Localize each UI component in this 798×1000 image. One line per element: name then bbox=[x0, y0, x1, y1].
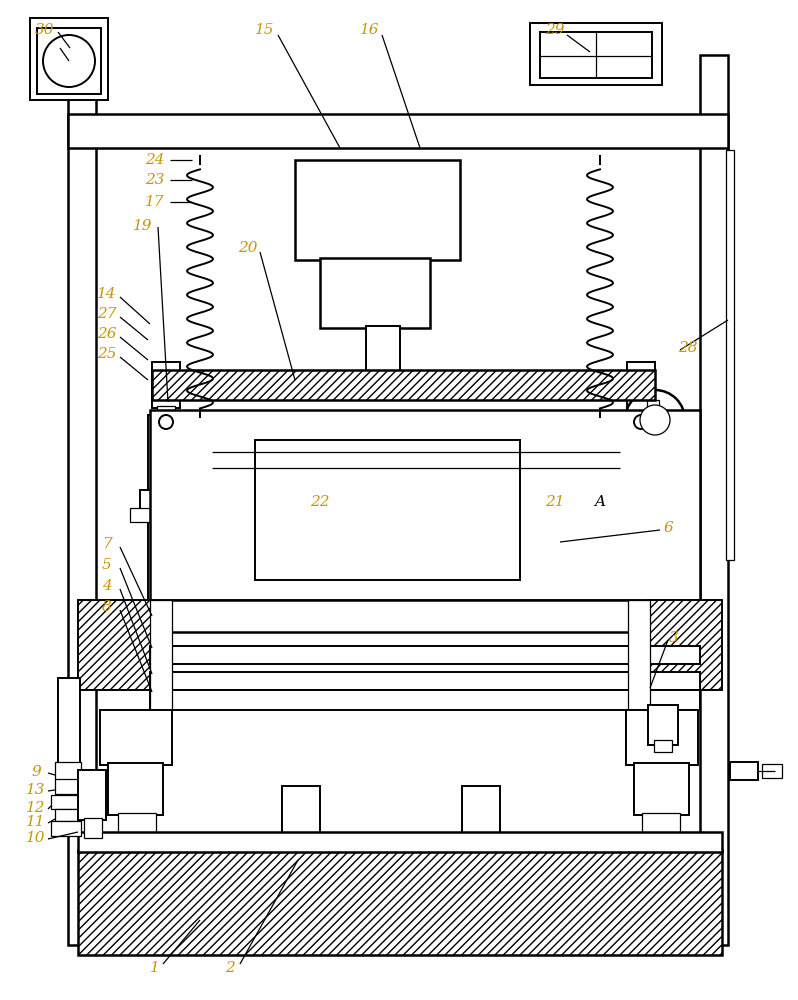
Text: 27: 27 bbox=[97, 307, 117, 321]
Text: 30: 30 bbox=[35, 23, 55, 37]
Bar bbox=[100, 710, 172, 765]
Text: 2: 2 bbox=[225, 961, 235, 975]
Bar bbox=[462, 786, 500, 848]
Bar bbox=[51, 821, 81, 836]
Text: 10: 10 bbox=[26, 831, 45, 845]
Circle shape bbox=[640, 405, 670, 435]
Text: 16: 16 bbox=[360, 23, 380, 37]
Bar bbox=[465, 846, 497, 860]
Text: 7: 7 bbox=[102, 537, 112, 551]
Text: 21: 21 bbox=[545, 495, 565, 509]
Bar bbox=[647, 400, 659, 408]
Bar bbox=[58, 678, 80, 776]
Bar bbox=[84, 818, 102, 838]
Bar bbox=[55, 762, 81, 780]
Circle shape bbox=[634, 415, 648, 429]
Bar bbox=[30, 18, 108, 100]
Bar bbox=[140, 490, 170, 512]
Bar bbox=[762, 764, 782, 778]
Bar bbox=[648, 705, 678, 745]
Bar bbox=[295, 160, 460, 260]
Bar bbox=[626, 710, 698, 765]
Bar bbox=[78, 770, 106, 820]
Bar bbox=[320, 258, 430, 328]
Text: 15: 15 bbox=[255, 23, 275, 37]
Text: 8: 8 bbox=[102, 600, 112, 614]
Bar bbox=[68, 55, 96, 945]
Bar bbox=[37, 28, 101, 94]
Text: 5: 5 bbox=[102, 558, 112, 572]
Text: 19: 19 bbox=[133, 219, 152, 233]
Text: 24: 24 bbox=[145, 153, 164, 167]
Bar bbox=[150, 646, 700, 664]
Bar bbox=[648, 600, 722, 690]
Text: 12: 12 bbox=[26, 801, 45, 815]
Bar bbox=[150, 690, 700, 710]
Text: 22: 22 bbox=[310, 495, 330, 509]
Text: 28: 28 bbox=[678, 341, 697, 355]
Bar bbox=[255, 440, 520, 580]
Text: 6: 6 bbox=[663, 521, 673, 535]
Bar bbox=[150, 672, 700, 690]
Bar bbox=[51, 795, 81, 809]
Text: 17: 17 bbox=[145, 195, 164, 209]
Bar bbox=[122, 834, 152, 852]
Bar bbox=[627, 362, 655, 408]
Bar bbox=[642, 813, 680, 835]
Text: 3: 3 bbox=[670, 631, 679, 645]
Bar bbox=[540, 32, 652, 78]
Text: 26: 26 bbox=[97, 327, 117, 341]
Text: 29: 29 bbox=[545, 23, 565, 37]
Text: 23: 23 bbox=[145, 173, 164, 187]
Text: 9: 9 bbox=[31, 765, 41, 779]
Bar bbox=[157, 406, 175, 418]
Bar bbox=[647, 834, 677, 852]
Bar bbox=[108, 763, 163, 815]
Bar bbox=[152, 370, 655, 400]
Bar bbox=[628, 600, 650, 710]
Bar bbox=[634, 763, 689, 815]
Bar bbox=[700, 55, 728, 945]
Text: 25: 25 bbox=[97, 347, 117, 361]
Circle shape bbox=[625, 390, 685, 450]
Bar bbox=[130, 508, 150, 522]
Bar bbox=[285, 846, 317, 860]
Bar bbox=[78, 850, 722, 955]
Bar bbox=[55, 809, 81, 821]
Bar bbox=[654, 740, 672, 752]
Bar bbox=[212, 420, 620, 490]
Bar bbox=[152, 362, 180, 408]
Circle shape bbox=[43, 35, 95, 87]
Bar bbox=[78, 832, 722, 852]
Bar bbox=[78, 600, 152, 690]
Bar bbox=[150, 600, 172, 710]
Text: 14: 14 bbox=[97, 287, 117, 301]
Bar bbox=[118, 813, 156, 835]
Bar bbox=[726, 150, 734, 560]
Bar bbox=[366, 326, 400, 372]
Text: 4: 4 bbox=[102, 579, 112, 593]
Text: 11: 11 bbox=[26, 815, 45, 829]
Bar bbox=[282, 786, 320, 848]
Bar bbox=[55, 779, 81, 794]
Text: 20: 20 bbox=[239, 241, 258, 255]
Bar bbox=[148, 415, 164, 615]
Bar bbox=[68, 114, 728, 148]
Text: A: A bbox=[595, 495, 606, 509]
Bar bbox=[150, 410, 700, 600]
Bar bbox=[730, 762, 758, 780]
Text: 13: 13 bbox=[26, 783, 45, 797]
Bar bbox=[632, 406, 650, 418]
Text: 1: 1 bbox=[150, 961, 160, 975]
Circle shape bbox=[159, 415, 173, 429]
Bar bbox=[530, 23, 662, 85]
Bar bbox=[150, 600, 700, 632]
